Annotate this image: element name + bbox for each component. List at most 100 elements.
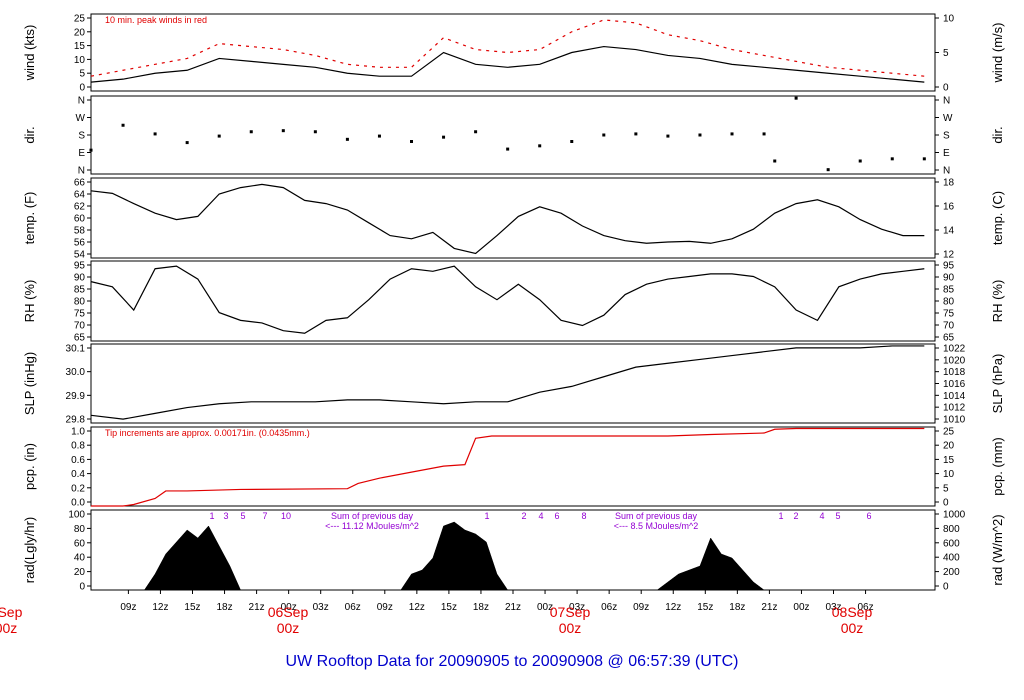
y-label-left: rad(Lgly/hr) (22, 517, 37, 583)
time-tick-label: 15z (697, 602, 713, 613)
day-label: 06Sep (268, 604, 309, 620)
left-tick-label: 70 (74, 321, 86, 332)
right-tick-label: W (943, 113, 953, 124)
y-label-left: pcp. (in) (22, 443, 37, 490)
left-tick-label: 60 (74, 214, 86, 225)
hour-mark: 5 (835, 511, 840, 521)
left-tick-label: 75 (74, 309, 86, 320)
y-label-left: dir. (22, 126, 37, 143)
data-point (634, 132, 638, 136)
left-tick-label: 0 (79, 582, 85, 593)
hour-mark: 4 (538, 511, 543, 521)
y-label-right: SLP (hPa) (990, 354, 1005, 414)
right-tick-label: 1012 (943, 403, 966, 414)
data-point (410, 140, 414, 143)
hour-mark: 1 (778, 511, 783, 521)
time-tick-label: 06z (601, 602, 617, 613)
series-line (90, 183, 925, 255)
annotation: Tip increments are approx. 0.00171in. (0… (105, 428, 310, 438)
right-tick-label: 10 (943, 469, 955, 480)
left-tick-label: 80 (74, 524, 86, 535)
right-tick-label: 400 (943, 553, 960, 564)
page-title: UW Rooftop Data for 20090905 to 20090908… (286, 653, 739, 670)
left-tick-label: N (78, 96, 85, 107)
right-tick-label: 1020 (943, 355, 966, 366)
time-tick-label: 03z (569, 602, 585, 613)
right-tick-label: 0 (943, 83, 949, 94)
right-tick-label: 95 (943, 261, 955, 272)
left-tick-label: 80 (74, 297, 86, 308)
left-tick-label: 56 (74, 238, 86, 249)
right-tick-label: 18 (943, 178, 955, 189)
day-label: 08Sep (832, 604, 873, 620)
left-tick-label: 85 (74, 285, 86, 296)
y-label-right: dir. (990, 126, 1005, 143)
right-tick-label: E (943, 148, 950, 159)
data-point (345, 137, 349, 141)
left-tick-label: 25 (74, 14, 86, 25)
right-tick-label: 1022 (943, 344, 966, 355)
data-point (506, 147, 510, 151)
left-tick-label: 20 (74, 567, 86, 578)
right-tick-label: N (943, 96, 950, 107)
plot-frame (90, 426, 936, 507)
y-label-right: RH (%) (990, 280, 1005, 323)
hour-mark: 5 (240, 511, 245, 521)
data-point (153, 132, 157, 136)
time-tick-label: 03z (313, 602, 329, 613)
left-tick-label: 20 (74, 27, 86, 38)
hour-mark: 1 (209, 511, 214, 521)
data-point (890, 157, 894, 161)
time-tick-label: 09z (377, 602, 393, 613)
data-point (858, 159, 862, 163)
right-tick-label: S (943, 131, 950, 142)
data-point (666, 134, 670, 138)
time-tick-label: 09z (633, 602, 649, 613)
right-tick-label: 0 (943, 498, 949, 509)
time-tick-label: 12z (152, 602, 168, 613)
y-label-left: SLP (inHg) (22, 352, 37, 415)
data-point (773, 159, 777, 163)
left-tick-label: W (76, 113, 86, 124)
data-point (313, 130, 317, 134)
data-point (121, 123, 125, 127)
data-point (377, 134, 381, 138)
time-tick-label: 06z (857, 602, 873, 613)
series-line (91, 427, 925, 507)
left-tick-label: 95 (74, 261, 86, 272)
time-tick-label: 09z (120, 602, 136, 613)
day-hour-label: 00z (277, 620, 300, 636)
left-tick-label: S (78, 131, 85, 142)
left-tick-label: 100 (68, 510, 85, 521)
series-line (90, 45, 925, 83)
plot-frame (90, 343, 936, 424)
data-point (602, 133, 606, 137)
hour-mark: 8 (581, 511, 586, 521)
time-tick-label: 18z (473, 602, 489, 613)
edge-hour-label: 00z (0, 620, 17, 636)
left-tick-label: 60 (74, 538, 86, 549)
left-tick-label: 0.8 (71, 441, 85, 452)
left-tick-label: 1.0 (71, 427, 85, 438)
left-tick-label: 30.0 (66, 367, 86, 378)
left-tick-label: E (78, 148, 85, 159)
right-tick-label: 600 (943, 538, 960, 549)
y-label-right: wind (m/s) (990, 23, 1005, 84)
left-tick-label: 62 (74, 202, 86, 213)
y-label-right: rad (W/m^2) (990, 514, 1005, 585)
hour-mark: 2 (521, 511, 526, 521)
hour-mark: 6 (866, 511, 871, 521)
plot-frame (90, 260, 936, 342)
time-tick-label: 00z (793, 602, 809, 613)
hour-mark: 7 (262, 511, 267, 521)
y-label-right: pcp. (mm) (990, 437, 1005, 496)
right-tick-label: 1000 (943, 510, 966, 521)
y-label-left: wind (kts) (22, 25, 37, 82)
left-tick-label: 30.1 (66, 344, 86, 355)
panel-solar-radiation: rad(Lgly/hr) rad (W/m^2)02040608010002004… (22, 509, 1005, 593)
note-line1: Sum of previous day (615, 511, 698, 521)
time-tick-label: 18z (216, 602, 232, 613)
